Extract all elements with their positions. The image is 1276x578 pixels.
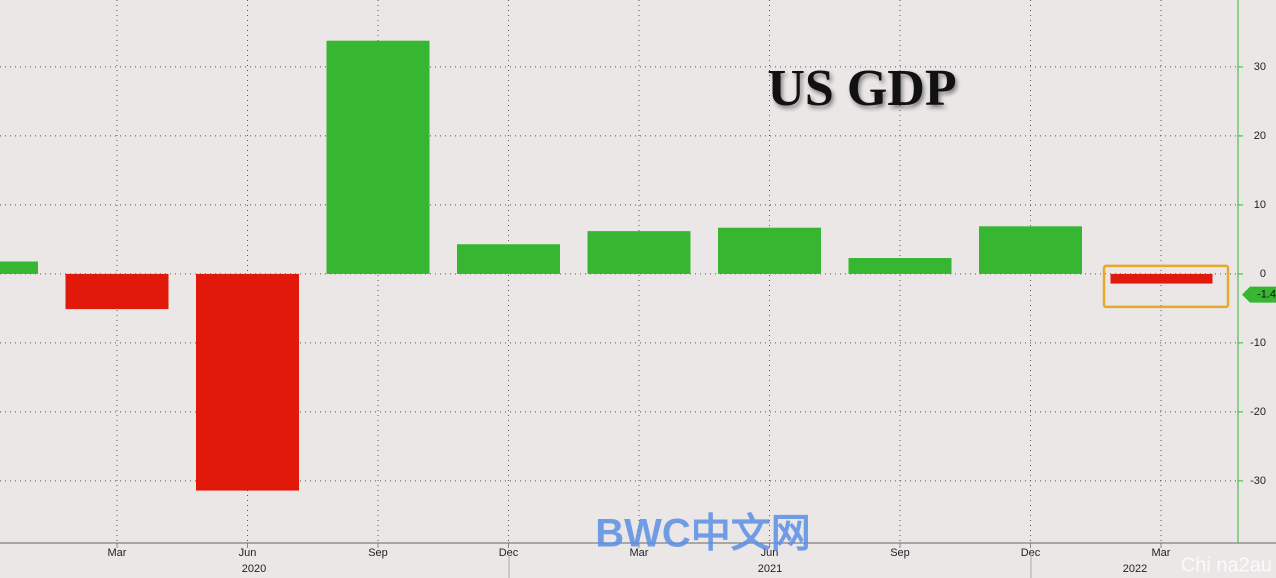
watermark: BWC中文网 xyxy=(595,512,811,556)
bar xyxy=(65,273,169,310)
bar xyxy=(718,227,821,274)
year-label: 2020 xyxy=(242,563,266,575)
bar xyxy=(196,273,299,491)
x-tick-label: Mar xyxy=(108,547,127,559)
y-tick-label: -30 xyxy=(1250,475,1266,487)
watermark: Chi na2au xyxy=(1181,554,1272,576)
bar xyxy=(0,261,38,274)
y-tick-label: 30 xyxy=(1254,61,1266,73)
bar xyxy=(587,231,691,274)
last-value-label: -1.4 xyxy=(1257,288,1276,300)
x-tick-label: Jun xyxy=(239,547,257,559)
chart-title: US GDP xyxy=(767,60,956,117)
y-tick-label: -10 xyxy=(1250,337,1266,349)
y-tick-label: -20 xyxy=(1250,406,1266,418)
bar xyxy=(1110,273,1213,284)
x-tick-label: Sep xyxy=(890,547,910,559)
highlight-box xyxy=(1102,264,1230,309)
x-tick-label: Mar xyxy=(630,547,649,559)
bar xyxy=(457,244,560,274)
last-value-tag xyxy=(1242,286,1276,303)
y-tick-label: 10 xyxy=(1254,199,1266,211)
y-tick-label: 20 xyxy=(1254,130,1266,142)
bar xyxy=(979,226,1082,274)
x-tick-label: Sep xyxy=(368,547,388,559)
x-tick-label: Dec xyxy=(499,547,519,559)
year-label: 2022 xyxy=(1123,563,1147,575)
x-tick-label: Jun xyxy=(761,547,779,559)
bar xyxy=(326,40,430,274)
bar xyxy=(848,258,952,274)
x-tick-label: Dec xyxy=(1021,547,1041,559)
x-tick-label: Mar xyxy=(1152,547,1171,559)
y-tick-label: 0 xyxy=(1260,268,1266,280)
year-label: 2021 xyxy=(758,563,782,575)
